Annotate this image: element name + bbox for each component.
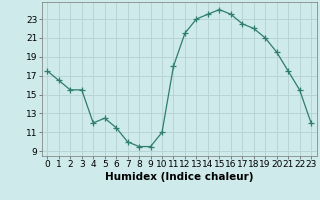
X-axis label: Humidex (Indice chaleur): Humidex (Indice chaleur) xyxy=(105,172,253,182)
